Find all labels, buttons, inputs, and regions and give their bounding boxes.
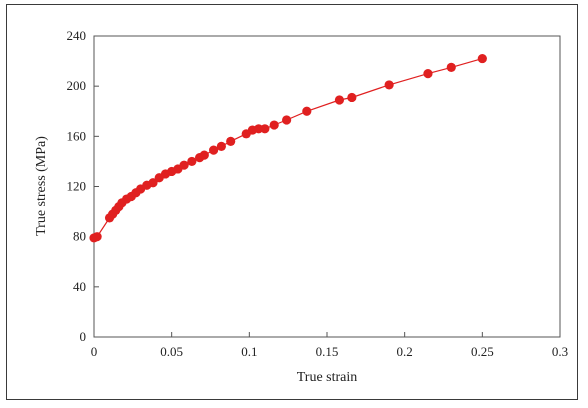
data-points: [89, 53, 487, 243]
y-axis-title: True stress (MPa): [34, 136, 49, 236]
x-tick-label: 0.15: [316, 344, 339, 359]
data-point: [226, 136, 236, 146]
data-point: [282, 115, 292, 125]
x-tick-label: 0.1: [241, 344, 257, 359]
y-tick-label: 80: [73, 229, 86, 244]
plot-area: [93, 35, 561, 338]
x-tick-label: 0.2: [397, 344, 413, 359]
data-point: [148, 178, 158, 188]
data-point: [302, 106, 312, 116]
data-point: [216, 141, 226, 151]
y-tick-label: 0: [80, 329, 87, 344]
data-point: [446, 62, 456, 72]
data-point: [423, 69, 433, 79]
data-point: [187, 156, 197, 167]
y-tick-label: 160: [67, 128, 87, 143]
y-tick-label: 240: [67, 28, 87, 43]
x-tick-label: 0.05: [160, 344, 183, 359]
x-axis: 0 0.05 0.1 0.15 0.2 0.25 0.3: [91, 332, 568, 359]
x-tick-label: 0.3: [552, 344, 568, 359]
plot-border: [93, 35, 561, 338]
y-tick-label: 120: [67, 179, 87, 194]
x-axis-title: True strain: [297, 370, 358, 385]
data-point: [92, 232, 102, 242]
data-point: [209, 145, 219, 155]
data-point: [179, 160, 189, 170]
y-tick-label: 200: [67, 78, 87, 93]
y-tick-label: 40: [73, 279, 86, 294]
y-axis: 0 40 80 120 160 200 240: [67, 28, 99, 344]
data-point: [384, 80, 394, 90]
x-tick-label: 0: [91, 344, 98, 359]
data-point: [347, 92, 357, 103]
data-point: [269, 120, 279, 130]
x-tick-label: 0.25: [471, 344, 494, 359]
data-point: [260, 124, 270, 134]
data-point: [199, 150, 209, 160]
series-line: [93, 58, 483, 239]
data-point: [334, 95, 345, 105]
data-point: [477, 53, 487, 64]
